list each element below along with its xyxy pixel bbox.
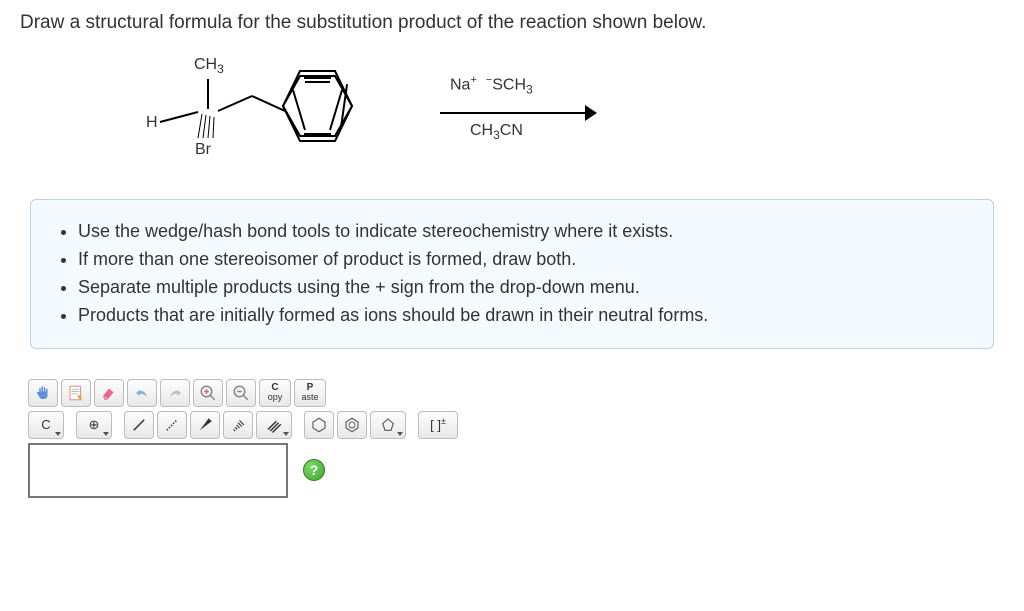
reaction-arrow-head [585, 105, 597, 121]
drawing-canvas[interactable] [28, 443, 288, 498]
dropdown-caret-icon [283, 432, 289, 436]
zoom-out-tool[interactable] [226, 379, 256, 407]
redo-tool[interactable] [160, 379, 190, 407]
benzene-ring-tool[interactable] [304, 411, 334, 439]
undo-tool[interactable] [127, 379, 157, 407]
reagent-arrow: Na+ −SCH3 CH3CN [430, 74, 610, 154]
charge-tool[interactable]: ⊕ [76, 411, 112, 439]
atom-c-label: C [41, 417, 50, 432]
dropdown-caret-icon [55, 432, 61, 436]
instruction-item: Use the wedge/hash bond tools to indicat… [78, 218, 971, 246]
instruction-item: Products that are initially formed as io… [78, 302, 971, 330]
toolbar-row-2: C ⊕ [28, 411, 1004, 439]
atom-c-tool[interactable]: C [28, 411, 64, 439]
instructions-panel: Use the wedge/hash bond tools to indicat… [30, 199, 994, 349]
dotted-bond-tool[interactable] [157, 411, 187, 439]
bracket-tool[interactable]: [ ]± [418, 411, 458, 439]
select-tool[interactable] [61, 379, 91, 407]
instruction-item: Separate multiple products using the + s… [78, 274, 971, 302]
multi-bond-tool[interactable] [256, 411, 292, 439]
dropdown-caret-icon [103, 432, 109, 436]
instruction-item: If more than one stereoisomer of product… [78, 246, 971, 274]
reagent-top-label: Na+ −SCH3 [450, 74, 533, 97]
wedge-bond-tool[interactable] [190, 411, 220, 439]
starting-material: CH3 H Br [140, 64, 370, 164]
paste-tool[interactable]: P aste [294, 379, 326, 407]
hand-tool[interactable] [28, 379, 58, 407]
solvent-label: CH3CN [470, 122, 523, 142]
zoom-in-tool[interactable] [193, 379, 223, 407]
dropdown-caret-icon [397, 432, 403, 436]
cyclohexane-tool[interactable] [337, 411, 367, 439]
help-button[interactable]: ? [303, 459, 325, 481]
toolbar-row-1: C opy P aste [28, 379, 1004, 407]
benzene-ring [280, 66, 360, 146]
paste-label-bot: aste [301, 393, 318, 402]
reaction-scheme: CH3 H Br [140, 64, 1004, 164]
copy-tool[interactable]: C opy [259, 379, 291, 407]
canvas-row: ? [28, 443, 1004, 498]
charge-label: ⊕ [89, 417, 100, 433]
erase-tool[interactable] [94, 379, 124, 407]
single-bond-tool[interactable] [124, 411, 154, 439]
ring-dropdown-tool[interactable] [370, 411, 406, 439]
copy-label-bot: opy [268, 393, 283, 402]
drawing-toolbar: C opy P aste C ⊕ [28, 379, 1004, 498]
question-prompt: Draw a structural formula for the substi… [20, 12, 1004, 34]
bracket-label: [ ]± [430, 416, 446, 432]
hash-bond-tool[interactable] [223, 411, 253, 439]
reaction-arrow-line [440, 112, 590, 114]
